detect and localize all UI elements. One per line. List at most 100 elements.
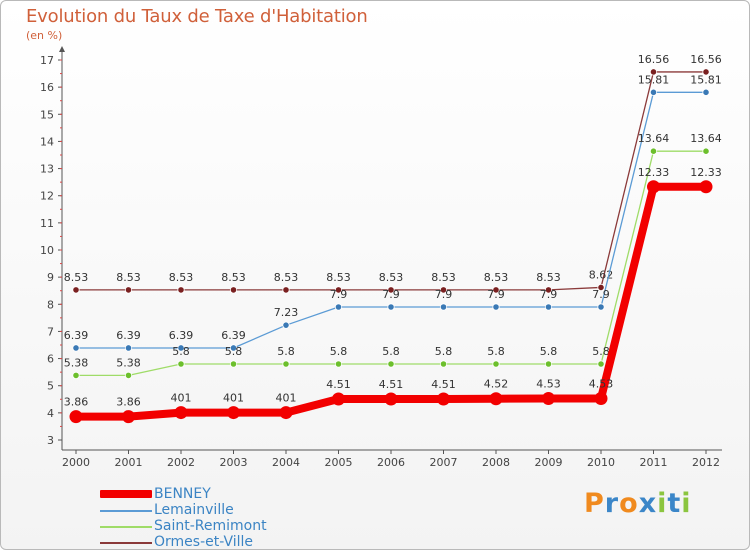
data-point-benney — [594, 391, 608, 405]
y-tick-label: 17 — [40, 54, 54, 67]
data-point-saint-remimont — [177, 360, 185, 368]
data-label-saint-remimont: 5.38 — [64, 356, 89, 369]
logo-letter: o — [619, 488, 639, 519]
chart-title: Evolution du Taux de Taxe d'Habitation — [26, 6, 368, 27]
data-point-lemainville — [124, 344, 133, 352]
data-point-lemainville — [177, 344, 185, 352]
data-point-saint-remimont — [387, 360, 395, 368]
data-label-benney: 12.33 — [638, 166, 670, 179]
logo-letter: x — [638, 488, 658, 519]
data-point-benney — [69, 410, 83, 424]
data-point-benney — [647, 180, 660, 194]
data-label-ormes-et-ville: 8.53 — [116, 271, 141, 284]
x-tick-label: 2012 — [692, 456, 720, 469]
data-point-lemainville — [387, 303, 395, 311]
data-point-saint-remimont — [544, 360, 553, 368]
data-point-saint-remimont — [124, 371, 133, 379]
data-label-benney: 4.51 — [326, 378, 351, 391]
data-point-ormes-et-ville — [282, 286, 290, 294]
data-point-saint-remimont — [597, 360, 605, 368]
data-label-ormes-et-ville: 8.53 — [536, 271, 561, 284]
data-label-ormes-et-ville: 8.53 — [274, 271, 299, 284]
data-label-ormes-et-ville: 8.53 — [326, 271, 351, 284]
data-label-lemainville: 6.39 — [221, 329, 246, 342]
y-tick-label: 7 — [47, 325, 54, 338]
data-label-ormes-et-ville: 16.56 — [638, 53, 670, 66]
data-label-ormes-et-ville: 8.53 — [484, 271, 509, 284]
data-point-ormes-et-ville — [702, 68, 710, 76]
data-label-lemainville: 7.9 — [540, 288, 558, 301]
data-label-saint-remimont: 5.8 — [435, 345, 453, 358]
data-point-lemainville — [544, 303, 553, 311]
data-point-lemainville — [597, 303, 605, 311]
x-tick-label: 2009 — [535, 456, 563, 469]
logo-letter: t — [667, 488, 682, 519]
x-tick-label: 2008 — [482, 456, 510, 469]
data-point-lemainville — [702, 88, 710, 96]
data-label-saint-remimont: 5.8 — [382, 345, 400, 358]
x-tick-label: 2000 — [62, 456, 90, 469]
y-tick-label: 11 — [40, 217, 54, 230]
data-label-ormes-et-ville: 8.53 — [169, 271, 194, 284]
x-tick-label: 2005 — [325, 456, 353, 469]
data-point-ormes-et-ville — [492, 286, 500, 294]
data-point-ormes-et-ville — [334, 286, 343, 294]
data-point-lemainville — [334, 303, 343, 311]
data-label-saint-remimont: 5.8 — [172, 345, 190, 358]
y-tick-label: 12 — [40, 190, 54, 203]
data-point-benney — [122, 410, 135, 424]
data-point-saint-remimont — [439, 360, 448, 368]
data-point-lemainville — [649, 88, 658, 96]
logo-letter: i — [681, 488, 692, 519]
data-point-benney — [437, 392, 450, 406]
data-point-ormes-et-ville — [72, 286, 80, 294]
data-point-lemainville — [72, 344, 80, 352]
x-tick-label: 2002 — [167, 456, 195, 469]
data-point-ormes-et-ville — [177, 286, 185, 294]
data-label-lemainville: 6.39 — [116, 329, 141, 342]
data-label-benney: 4.53 — [589, 377, 614, 390]
data-label-saint-remimont: 13.64 — [638, 132, 670, 145]
data-label-benney: 3.86 — [116, 396, 141, 409]
data-label-saint-remimont: 5.8 — [592, 345, 610, 358]
data-point-benney — [542, 391, 555, 405]
data-point-saint-remimont — [282, 360, 290, 368]
x-tick-label: 2010 — [587, 456, 615, 469]
data-label-saint-remimont: 5.8 — [225, 345, 243, 358]
data-point-lemainville — [439, 303, 448, 311]
data-point-saint-remimont — [72, 371, 80, 379]
data-label-lemainville: 7.23 — [274, 306, 299, 319]
data-point-lemainville — [492, 303, 500, 311]
y-tick-label: 13 — [40, 163, 54, 176]
data-point-ormes-et-ville — [124, 286, 133, 294]
data-label-saint-remimont: 5.38 — [116, 356, 141, 369]
data-label-lemainville: 7.9 — [592, 288, 610, 301]
y-unit-label: (en %) — [26, 29, 63, 42]
y-tick-label: 3 — [47, 434, 54, 447]
data-label-saint-remimont: 13.64 — [690, 132, 722, 145]
data-label-lemainville: 7.9 — [382, 288, 400, 301]
data-label-benney: 401 — [223, 392, 244, 405]
y-tick-label: 14 — [40, 135, 54, 148]
data-label-ormes-et-ville: 8.53 — [64, 271, 89, 284]
data-label-benney: 4.51 — [379, 378, 404, 391]
data-point-benney — [699, 180, 713, 194]
x-tick-label: 2001 — [115, 456, 143, 469]
legend-label-saint-remimont: Saint-Remimont — [154, 518, 267, 534]
data-label-ormes-et-ville: 8.53 — [431, 271, 456, 284]
x-tick-label: 2006 — [377, 456, 405, 469]
legend-swatch-ormes-et-ville — [100, 542, 152, 544]
legend-label-ormes-et-ville: Ormes-et-Ville — [154, 534, 254, 550]
data-point-ormes-et-ville — [387, 286, 395, 294]
data-point-ormes-et-ville — [439, 286, 448, 294]
data-label-ormes-et-ville: 8.53 — [379, 271, 404, 284]
data-label-benney: 401 — [276, 392, 297, 405]
data-point-benney — [174, 406, 188, 420]
data-point-saint-remimont — [649, 147, 658, 155]
y-axis-arrow — [59, 46, 65, 52]
data-point-saint-remimont — [492, 360, 500, 368]
y-tick-label: 4 — [47, 407, 54, 420]
x-tick-label: 2004 — [272, 456, 300, 469]
